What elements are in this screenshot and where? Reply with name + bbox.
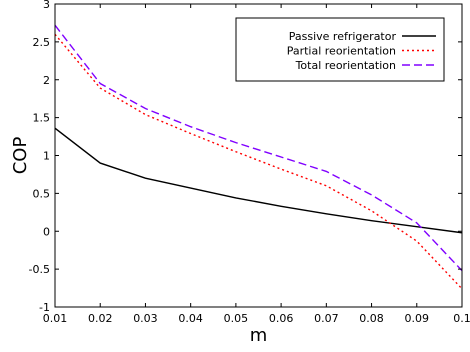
x-tick-label: 0.08 xyxy=(359,312,384,325)
y-tick-label: -1 xyxy=(39,301,50,314)
series-layer xyxy=(55,24,462,290)
y-tick-label: 0 xyxy=(43,225,50,238)
y-tick-label: 1.5 xyxy=(33,112,51,125)
series-line-1 xyxy=(55,127,462,234)
x-tick-label: 0.09 xyxy=(405,312,430,325)
y-tick-label: 2.5 xyxy=(33,36,51,49)
x-tick-label: 0.06 xyxy=(269,312,294,325)
x-tick-label: 0.01 xyxy=(43,312,68,325)
y-tick-label: 1 xyxy=(43,150,50,163)
y-tick-label: -0.5 xyxy=(29,263,50,276)
legend-label: Passive refrigerator xyxy=(289,30,397,43)
series-line-3 xyxy=(55,24,462,272)
y-tick-label: 0.5 xyxy=(33,187,51,200)
legend-box xyxy=(235,17,445,82)
x-tick-label: 0.02 xyxy=(88,312,113,325)
x-axis-title: m xyxy=(250,325,268,346)
x-tick-label: 0.07 xyxy=(314,312,339,325)
series-line-2 xyxy=(55,33,462,290)
ticks-layer: 0.01 0.02 0.03 0.04 0.05 0.06 0.07 0.08 0.09 0.1 3… xyxy=(29,0,470,325)
y-axis-title: COP xyxy=(10,137,31,175)
legend-label: Total reorientation xyxy=(295,59,396,72)
x-tick-label: 0.03 xyxy=(133,312,158,325)
x-tick-label: 0.04 xyxy=(178,312,203,325)
y-tick-label: 3 xyxy=(43,0,50,11)
x-tick-label: 0.05 xyxy=(224,312,249,325)
x-tick-label: 0.1 xyxy=(453,312,470,325)
legend-label: Partial reorientation xyxy=(287,45,396,58)
legend: Passive refrigerator Partial reorientatio… xyxy=(235,17,445,82)
y-tick-label: 2 xyxy=(43,74,50,87)
